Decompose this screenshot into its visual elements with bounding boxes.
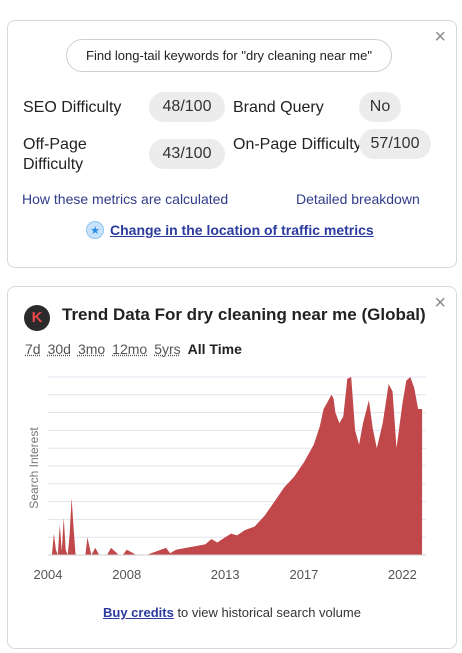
seo-difficulty-value: 48/100 [149, 92, 225, 122]
trend-area [51, 377, 423, 555]
star-badge-icon: ★ [86, 221, 104, 239]
trend-chart: 2004 2008 2013 2017 2022 Search Interest [27, 376, 426, 582]
keywords-logo: K [24, 305, 50, 331]
x-tick-label: 2008 [112, 567, 141, 582]
range-all-time[interactable]: All Time [187, 341, 242, 357]
onpage-difficulty-value: 57/100 [359, 129, 431, 159]
brand-query-label: Brand Query [233, 99, 324, 116]
x-tick-label: 2013 [211, 567, 240, 582]
location-change-row[interactable]: ★ Change in the location of traffic metr… [86, 221, 374, 239]
change-location-link[interactable]: Change in the location of traffic metric… [110, 222, 374, 238]
x-tick-label: 2017 [289, 567, 318, 582]
range-12mo[interactable]: 12mo [112, 341, 148, 357]
longtail-keywords-button[interactable]: Find long-tail keywords for "dry cleanin… [66, 39, 392, 72]
time-range-selector: 7d 30d 3mo 12mo 5yrs All Time [25, 341, 242, 357]
footer-text: to view historical search volume [173, 605, 361, 620]
how-metrics-calculated-link[interactable]: How these metrics are calculated [22, 191, 229, 207]
seo-difficulty-label: SEO Difficulty [23, 99, 122, 116]
offpage-difficulty-label-line2: Difficulty [23, 156, 84, 173]
detailed-breakdown-link[interactable]: Detailed breakdown [296, 191, 420, 207]
brand-query-value: No [359, 92, 401, 122]
y-axis-label: Search Interest [27, 427, 41, 509]
close-icon[interactable]: × [434, 26, 446, 48]
range-30d[interactable]: 30d [47, 341, 71, 357]
buy-credits-link[interactable]: Buy credits [103, 605, 174, 620]
range-7d[interactable]: 7d [25, 341, 41, 357]
trend-title: Trend Data For dry cleaning near me (Glo… [62, 305, 426, 324]
close-icon[interactable]: × [434, 292, 446, 314]
trend-card: × K Trend Data For dry cleaning near me … [7, 286, 457, 649]
onpage-difficulty-label: On-Page Difficulty [233, 136, 362, 153]
range-5yrs[interactable]: 5yrs [154, 341, 181, 357]
metrics-card: × Find long-tail keywords for "dry clean… [7, 20, 457, 268]
footer-note: Buy credits to view historical search vo… [8, 605, 456, 620]
offpage-difficulty-value: 43/100 [149, 139, 225, 169]
offpage-difficulty-label-line1: Off-Page [23, 136, 87, 153]
x-tick-label: 2004 [34, 567, 63, 582]
x-tick-label: 2022 [388, 567, 417, 582]
range-3mo[interactable]: 3mo [77, 341, 106, 357]
